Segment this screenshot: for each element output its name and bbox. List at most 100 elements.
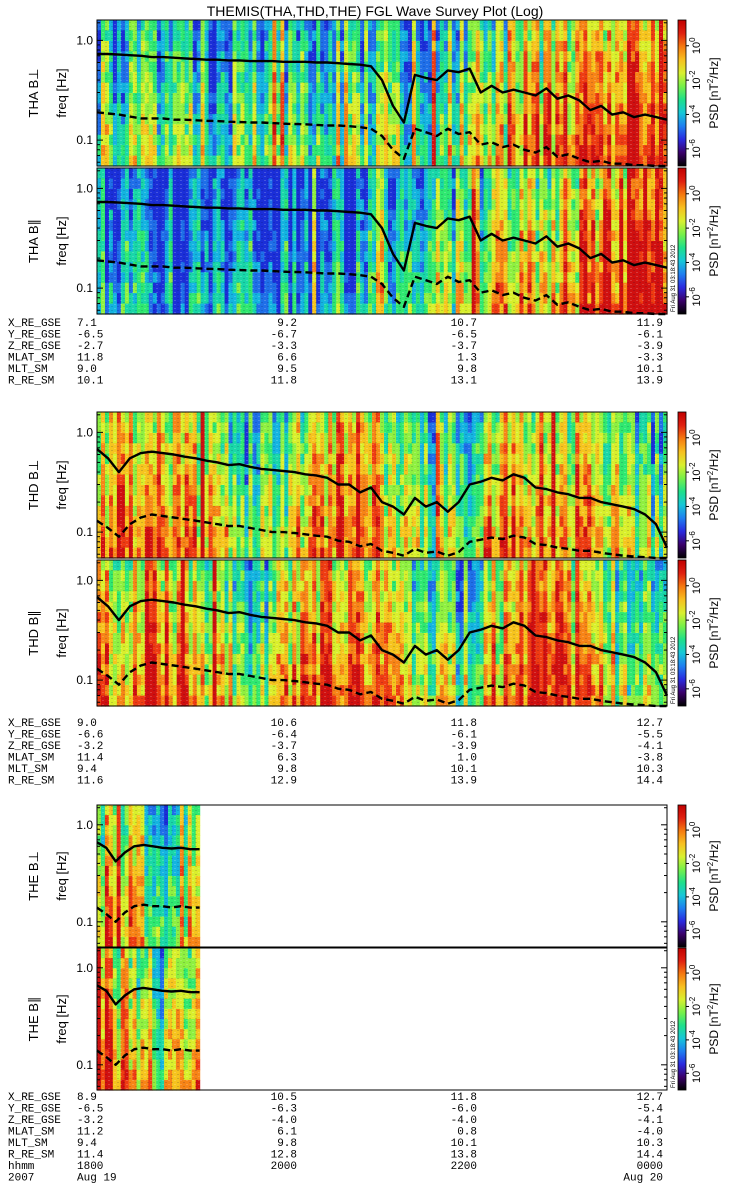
colorbar-tick-label: 10-6 xyxy=(688,1063,703,1083)
ephemeris-value: 10.7 xyxy=(451,318,477,330)
ephemeris-value: 9.4 xyxy=(77,1138,97,1150)
colorbar-tick-label: 100 xyxy=(688,185,703,202)
ephemeris-value: 13.1 xyxy=(451,376,478,388)
panel-the-perp: 1.0 0.1 freq [Hz] THE B⊥ 100 10-2 10-4 10-6PSD … xyxy=(26,804,721,948)
ephemeris-value: -3.2 xyxy=(77,1115,103,1127)
ephemeris-value: -6.0 xyxy=(451,1104,477,1116)
ephemeris-value: -4.0 xyxy=(271,1115,297,1127)
ephemeris-value: 1.3 xyxy=(457,353,477,365)
ephemeris-row-label: MLT_SM xyxy=(8,364,48,376)
trace-solid xyxy=(97,200,668,272)
creation-stamp: Fri Aug 31 03:18:43 2012 xyxy=(671,1020,677,1088)
ephemeris-value: 8.9 xyxy=(77,1092,97,1104)
ephemeris-value: 13.9 xyxy=(637,376,663,388)
ephemeris-value: -3.9 xyxy=(451,741,477,753)
ephemeris-table: X_RE_GSE 8.9 10.5 11.8 12.7Y_RE_GSE -6.5 -6.3-… xyxy=(8,1092,663,1185)
ephemeris-value: 12.9 xyxy=(271,776,297,788)
y-tick-label: 0.1 xyxy=(76,525,93,539)
colorbar-tick-label: 10-2 xyxy=(688,218,703,238)
ephemeris-value: 14.4 xyxy=(637,1150,664,1162)
ephemeris-value: -4.0 xyxy=(637,1127,663,1139)
panel-tha-perp: 1.0 0.1 freq [Hz] THA B⊥ 100 10-2 10-4 10-6PSD … xyxy=(26,19,721,168)
probe-label: THD B⊥ xyxy=(26,460,41,510)
ephemeris-row-label: R_RE_SM xyxy=(8,376,54,388)
y-axis-label: freq [Hz] xyxy=(54,68,69,117)
ephemeris-value: -6.7 xyxy=(271,330,297,342)
ephemeris-value: 9.5 xyxy=(277,364,297,376)
colorbar-label: PSD [nT2/Hz] xyxy=(706,840,721,911)
colorbar-tick-label: 10-6 xyxy=(688,679,703,699)
ephemeris-value: -6.3 xyxy=(271,1104,297,1116)
trace-solid xyxy=(97,52,668,124)
ephemeris-row-label: MLAT_SM xyxy=(8,353,54,365)
ephemeris-value: 1800 xyxy=(77,1161,103,1173)
ephemeris-value: -6.5 xyxy=(77,330,103,342)
ephemeris-row-label: X_RE_GSE xyxy=(8,318,61,330)
probe-label: THE B⊥ xyxy=(26,851,41,901)
y-tick-label: 0.1 xyxy=(76,133,93,147)
ephemeris-value: 11.8 xyxy=(451,1092,477,1104)
y-tick-label: 0.1 xyxy=(76,915,93,929)
colorbar-label: PSD [nT2/Hz] xyxy=(706,205,721,276)
ephemeris-row-label: R_RE_SM xyxy=(8,776,54,788)
ephemeris-value: -3.2 xyxy=(77,741,103,753)
ephemeris-row-label: MLAT_SM xyxy=(8,753,54,765)
ephemeris-value: 11.4 xyxy=(77,753,104,765)
colorbar-tick-label: 10-2 xyxy=(688,70,703,90)
y-tick-label: 0.1 xyxy=(76,281,93,295)
trace-dashed xyxy=(96,661,667,708)
colorbar-tick-label: 10-4 xyxy=(688,887,703,907)
ephemeris-value: 2200 xyxy=(451,1161,477,1173)
ephemeris-value: -3.3 xyxy=(271,341,297,353)
colorbar-label: PSD [nT2/Hz] xyxy=(706,449,721,520)
ephemeris-value: -5.5 xyxy=(637,730,663,742)
y-axis-label: freq [Hz] xyxy=(54,608,69,657)
ephemeris-value: 11.6 xyxy=(77,776,103,788)
y-tick-label: 0.1 xyxy=(76,673,93,687)
creation-stamp: Fri Aug 31 03:18:43 2012 xyxy=(671,636,677,704)
ephemeris-value: 10.1 xyxy=(451,1138,478,1150)
panel-thd-para: 1.0 0.1 freq [Hz] THD B∥ 100 10-2 10-4 10-6PSD … xyxy=(26,559,721,708)
ephemeris-row-label: Z_RE_GSE xyxy=(8,341,61,353)
ephemeris-value: -4.1 xyxy=(637,1115,664,1127)
colorbar-tick-label: 100 xyxy=(688,964,703,981)
ephemeris-row-label: R_RE_SM xyxy=(8,1150,54,1162)
trace-solid xyxy=(96,596,669,697)
colorbar-tick-label: 10-2 xyxy=(688,996,703,1016)
ephemeris-value: 10.6 xyxy=(271,718,297,730)
probe-label: THE B∥ xyxy=(26,997,41,1042)
ephemeris-value: 10.1 xyxy=(451,764,478,776)
ephemeris-value: 11.9 xyxy=(637,318,663,330)
ephemeris-value: -6.1 xyxy=(637,330,664,342)
colorbar-label: PSD [nT2/Hz] xyxy=(706,597,721,668)
trace-dashed xyxy=(96,111,667,168)
ephemeris-row-label: Y_RE_GSE xyxy=(8,330,61,342)
ephemeris-value: 6.1 xyxy=(277,1127,297,1139)
ephemeris-value: 9.0 xyxy=(77,364,97,376)
ephemeris-value: 9.8 xyxy=(277,1138,297,1150)
ephemeris-value: -6.4 xyxy=(271,730,298,742)
colorbar-tick-label: 100 xyxy=(688,37,703,54)
ephemeris-value: 9.8 xyxy=(457,364,477,376)
colorbar-label: PSD [nT2/Hz] xyxy=(706,983,721,1054)
colorbar-tick-label: 10-6 xyxy=(688,531,703,551)
ephemeris-value: 6.3 xyxy=(277,753,297,765)
panel-the-para: 1.0 0.1 freq [Hz] THE B∥ 100 10-2 10-4 10-6PSD … xyxy=(26,947,721,1091)
ephemeris-row-label: X_RE_GSE xyxy=(8,718,61,730)
y-axis-label: freq [Hz] xyxy=(54,460,69,509)
colorbar-tick-label: 10-2 xyxy=(688,462,703,482)
colorbar-tick-label: 10-4 xyxy=(688,496,703,516)
colorbar-tick-label: 100 xyxy=(688,429,703,446)
ephemeris-value: 12.7 xyxy=(637,1092,663,1104)
ephemeris-value: -6.5 xyxy=(77,1104,103,1116)
ephemeris-row-label: MLAT_SM xyxy=(8,1127,54,1139)
colorbar-tick-label: 10-4 xyxy=(688,1030,703,1050)
panel-thd-perp: 1.0 0.1 freq [Hz] THD B⊥ 100 10-2 10-4 10-6PSD … xyxy=(26,411,721,560)
ephemeris-value: -3.7 xyxy=(271,741,297,753)
ephemeris-value: 0000 xyxy=(637,1161,663,1173)
ephemeris-value: 11.4 xyxy=(77,1150,104,1162)
